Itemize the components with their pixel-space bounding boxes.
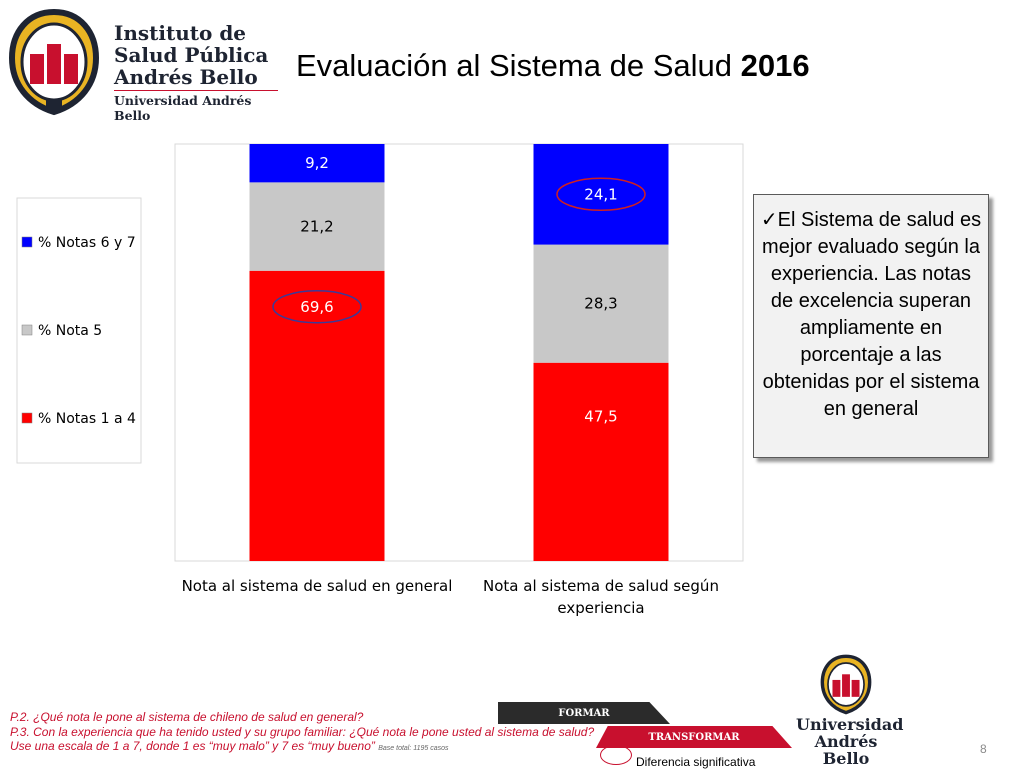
x-axis-labels: Nota al sistema de salud en general Nota … bbox=[182, 577, 719, 617]
page-number: 8 bbox=[980, 742, 987, 756]
data-label: 47,5 bbox=[584, 407, 617, 425]
university-seal-icon bbox=[820, 654, 872, 715]
formar-band: FORMAR bbox=[498, 702, 670, 724]
significance-label: Diferencia significativa bbox=[636, 755, 756, 769]
page-title: Evaluación al Sistema de Salud 2016 bbox=[296, 48, 810, 84]
page-title-main: Evaluación al Sistema de Salud bbox=[296, 48, 741, 83]
bar-segment bbox=[249, 144, 385, 183]
note-scale-text: Use una escala de 1 a 7, donde 1 es “muy… bbox=[10, 739, 375, 753]
bar-segment bbox=[533, 244, 669, 363]
bar-segment bbox=[533, 144, 669, 245]
bar-segment bbox=[533, 362, 669, 561]
legend-box bbox=[16, 197, 142, 464]
data-label: 9,2 bbox=[305, 154, 329, 172]
data-label: 24,1 bbox=[584, 185, 617, 203]
x-tick-label: Nota al sistema de salud en general bbox=[182, 577, 453, 595]
significance-ring-icon bbox=[600, 745, 632, 765]
legend-swatch bbox=[21, 236, 33, 248]
significance-ring bbox=[272, 290, 362, 324]
legend-label: % Nota 5 bbox=[38, 323, 102, 339]
note-p2: P.2. ¿Qué nota le pone al sistema de chi… bbox=[10, 710, 364, 724]
data-label: 69,6 bbox=[300, 298, 333, 316]
note-p3: P.3. Con la experiencia que ha tenido us… bbox=[10, 724, 595, 739]
x-tick-label: Nota al sistema de salud según bbox=[483, 577, 719, 595]
bar-segment bbox=[249, 270, 385, 561]
page-title-year: 2016 bbox=[740, 48, 810, 83]
base-note: Base total: 1195 casos bbox=[378, 745, 449, 752]
university-name: Universidad Andrés Bello bbox=[114, 90, 278, 123]
university-seal-icon bbox=[8, 8, 100, 116]
note-scale: Use una escala de 1 a 7, donde 1 es “muy… bbox=[10, 739, 600, 757]
bars-layer: 69,6 21,2 9,2 47,5 28,3 24,1 bbox=[249, 144, 669, 561]
x-tick-label: experiencia bbox=[557, 599, 644, 617]
transformar-band: TRANSFORMAR bbox=[596, 726, 792, 748]
institute-logo: Instituto de Salud Pública Andrés Bello … bbox=[8, 8, 278, 123]
data-label: 21,2 bbox=[300, 218, 333, 236]
university-logo-name: Universidad Andrés Bello bbox=[796, 715, 904, 768]
insight-callout: ✓El Sistema de salud es mejor evaluado s… bbox=[753, 194, 989, 458]
university-logo: Universidad Andrés Bello bbox=[796, 654, 906, 767]
institute-name: Instituto de Salud Pública Andrés Bello bbox=[114, 21, 269, 89]
legend: % Notas 6 y 7 % Nota 5 % Notas 1 a 4 bbox=[16, 197, 142, 464]
question-notes: P.2. ¿Qué nota le pone al sistema de chi… bbox=[10, 710, 600, 757]
legend-swatch bbox=[21, 412, 33, 424]
legend-swatch bbox=[21, 324, 33, 336]
bar-segment bbox=[249, 182, 385, 271]
data-label: 28,3 bbox=[584, 295, 617, 313]
legend-label: % Notas 6 y 7 bbox=[38, 235, 136, 251]
legend-label: % Notas 1 a 4 bbox=[38, 411, 136, 427]
significance-ring bbox=[556, 177, 646, 212]
